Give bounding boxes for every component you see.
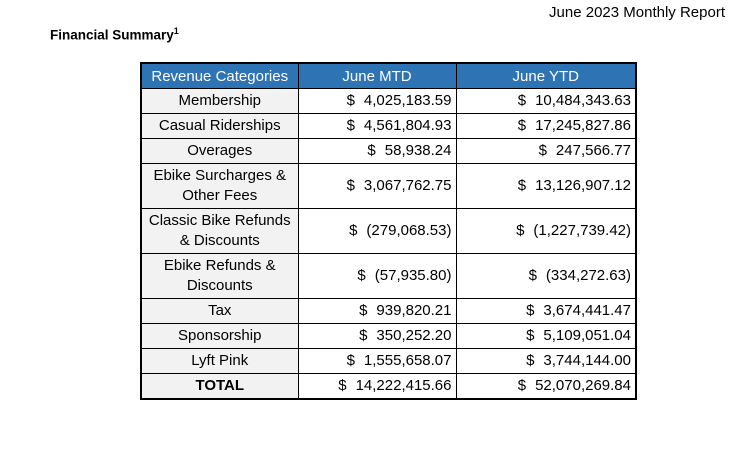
report-header-title: June 2023 Monthly Report [549,4,725,21]
currency-symbol: $ [357,267,366,284]
table-row-ebike-refunds: Ebike Refunds & Discounts $ (57,935.80) $… [140,253,637,299]
june-ytd-cell: $ (1,227,739.42) [455,208,637,254]
table-row-classic-bike-refunds: Classic Bike Refunds & Discounts $ (279,0… [140,208,637,254]
currency-symbol: $ [346,352,355,369]
currency-symbol: $ [349,222,358,239]
currency-symbol: $ [359,327,368,344]
currency-symbol: $ [367,142,376,159]
table-row-membership: Membership $4,025,183.59 $10,484,343.63 [140,88,637,114]
table-row-sponsorship: Sponsorship $350,252.20 $5,109,051.04 [140,323,637,349]
june-mtd-amount: (57,935.80) [374,267,452,284]
june-mtd-cell: $350,252.20 [297,323,457,349]
table-row-overages: Overages $58,938.24 $247,566.77 [140,138,637,164]
june-mtd-cell: $ (57,935.80) [297,253,457,299]
col-header-june-ytd: June YTD [455,62,637,89]
col-header-june-mtd: June MTD [297,62,457,89]
june-ytd-amount: 3,674,441.47 [543,302,631,319]
june-ytd-amount: 17,245,827.86 [535,117,631,134]
category-cell: Overages [140,138,299,164]
currency-symbol: $ [359,302,368,319]
table-row-ebike-surcharges: Ebike Surcharges & Other Fees $3,067,762… [140,163,637,209]
category-cell: Membership [140,88,299,114]
currency-symbol: $ [346,117,355,134]
june-mtd-cell: $ (279,068.53) [297,208,457,254]
june-mtd-cell: $1,555,658.07 [297,348,457,374]
currency-symbol: $ [346,177,355,194]
june-ytd-cell: $17,245,827.86 [455,113,637,139]
june-mtd-cell: $4,025,183.59 [297,88,457,114]
category-cell: Ebike Surcharges & Other Fees [140,163,299,209]
currency-symbol: $ [517,92,527,109]
june-mtd-amount: 14,222,415.66 [355,377,452,394]
june-ytd-cell: $3,674,441.47 [455,298,637,324]
table-row-lyft-pink: Lyft Pink $1,555,658.07 $3,744,144.00 [140,348,637,374]
currency-symbol: $ [346,92,355,109]
june-ytd-amount: 3,744,144.00 [543,352,631,369]
june-ytd-cell: $ (334,272.63) [455,253,637,299]
section-title-text: Financial Summary [50,27,174,43]
june-ytd-cell: $13,126,907.12 [455,163,637,209]
june-ytd-amount: 5,109,051.04 [543,327,631,344]
june-ytd-cell: $10,484,343.63 [455,88,637,114]
june-mtd-amount: 4,561,804.93 [363,117,452,134]
category-cell: Casual Riderships [140,113,299,139]
currency-symbol: $ [338,377,347,394]
june-mtd-amount: 939,820.21 [376,302,452,319]
category-cell: Ebike Refunds & Discounts [140,253,299,299]
currency-symbol: $ [517,377,527,394]
june-mtd-cell: $3,067,762.75 [297,163,457,209]
june-mtd-amount: 4,025,183.59 [363,92,452,109]
col-header-revenue-categories: Revenue Categories [140,62,299,89]
currency-symbol: $ [517,177,527,194]
june-mtd-amount: 58,938.24 [384,142,452,159]
currency-symbol: $ [538,142,547,159]
june-ytd-amount: 247,566.77 [555,142,631,159]
section-title: Financial Summary1 [50,26,179,43]
currency-symbol: $ [516,222,525,239]
footnote-marker: 1 [173,26,179,36]
june-mtd-amount: 1,555,658.07 [363,352,452,369]
category-cell: TOTAL [140,373,299,400]
currency-symbol: $ [526,302,535,319]
june-ytd-cell: $52,070,269.84 [455,373,637,400]
june-ytd-cell: $3,744,144.00 [455,348,637,374]
june-ytd-cell: $5,109,051.04 [455,323,637,349]
currency-symbol: $ [526,352,535,369]
june-mtd-amount: 350,252.20 [376,327,452,344]
category-cell: Tax [140,298,299,324]
currency-symbol: $ [517,117,527,134]
financial-summary-table: Revenue Categories June MTD June YTD Mem… [140,62,637,400]
currency-symbol: $ [528,267,537,284]
june-mtd-cell: $14,222,415.66 [297,373,457,400]
june-mtd-cell: $58,938.24 [297,138,457,164]
june-ytd-amount: (334,272.63) [545,267,631,284]
june-ytd-amount: 10,484,343.63 [535,92,631,109]
currency-symbol: $ [526,327,535,344]
table-header-row: Revenue Categories June MTD June YTD [140,62,637,89]
june-ytd-amount: 52,070,269.84 [535,377,631,394]
category-cell: Sponsorship [140,323,299,349]
june-ytd-amount: (1,227,739.42) [533,222,631,239]
june-ytd-cell: $247,566.77 [455,138,637,164]
category-cell: Lyft Pink [140,348,299,374]
table-row-total: TOTAL $14,222,415.66 $52,070,269.84 [140,373,637,400]
june-mtd-amount: 3,067,762.75 [363,177,452,194]
june-mtd-cell: $939,820.21 [297,298,457,324]
category-cell: Classic Bike Refunds & Discounts [140,208,299,254]
table-row-tax: Tax $939,820.21 $3,674,441.47 [140,298,637,324]
june-ytd-amount: 13,126,907.12 [535,177,631,194]
table-row-casual-riderships: Casual Riderships $4,561,804.93 $17,245,… [140,113,637,139]
june-mtd-cell: $4,561,804.93 [297,113,457,139]
june-mtd-amount: (279,068.53) [366,222,452,239]
